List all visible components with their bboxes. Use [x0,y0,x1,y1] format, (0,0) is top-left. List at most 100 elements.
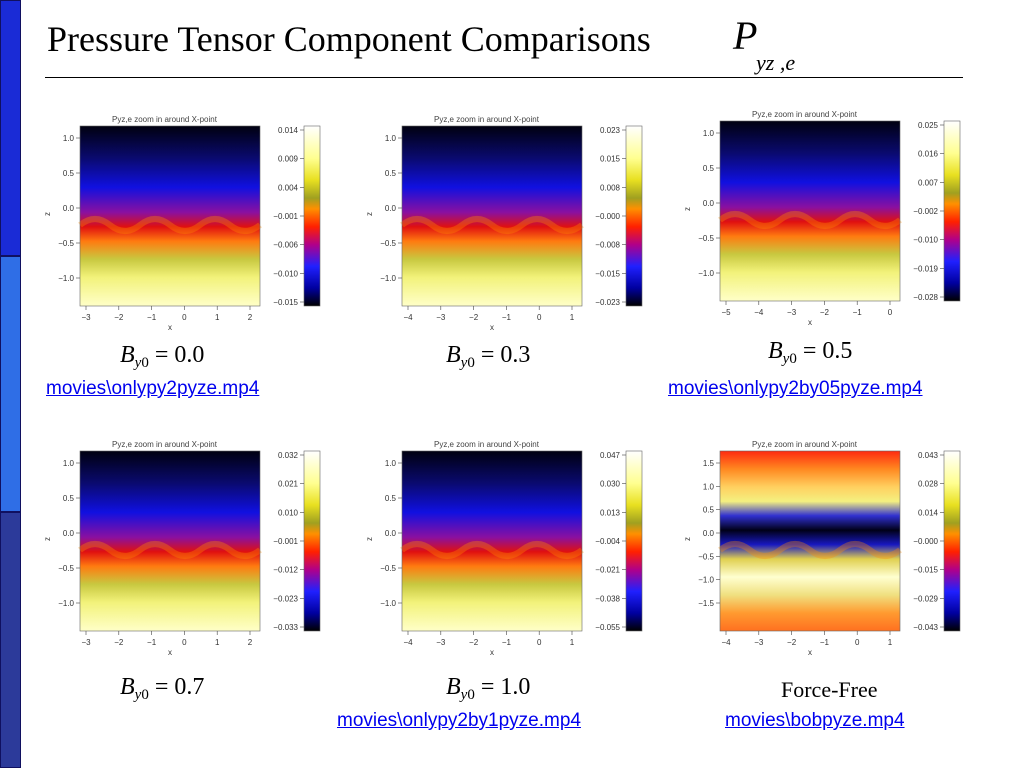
x-tick-label: −2 [114,313,124,322]
movie-link-5[interactable]: movies\onlypy2by1pyze.mp4 [337,710,581,731]
y-tick-label: 1.0 [385,134,397,143]
colorbar-tick-label: −0.023 [595,298,620,307]
pressure-heatmap [402,126,582,306]
x-axis-label: x [490,648,494,657]
x-tick-label: 2 [248,638,253,647]
pressure-heatmap [80,451,260,631]
y-tick-label: 0.0 [63,529,75,538]
plot-frame [719,450,901,632]
x-tick-label: 0 [182,313,187,322]
y-tick-label: 1.0 [703,482,715,491]
pressure-panel-3: Pyz,e zoom in around X-point 1.0 0.5 0.0 −0.… [683,110,961,327]
x-tick-label: 1 [215,638,220,647]
by0-equation-2: By0 = 0.3 [446,342,531,371]
colorbar-tick-label: −0.029 [913,594,938,603]
y-tick-label: 0.5 [703,506,715,515]
x-tick-label: −3 [787,308,797,317]
y-tick-label: −1.0 [380,599,396,608]
plot-title: Pyz,e zoom in around X-point [752,110,858,119]
pressure-panel-6: Pyz,e zoom in around X-point 1.5 1.0 0.5 0.0… [683,440,961,657]
y-axis-label: z [365,537,374,541]
pressure-panel-2: Pyz,e zoom in around X-point 1.0 0.5 0.0 −0.… [365,115,643,332]
heatmap-texture [718,541,902,559]
colorbar-tick-label: 0.016 [918,150,939,159]
colorbar-tick-label: −0.015 [913,566,938,575]
colorbar-tick-label: −0.008 [595,241,620,250]
y-tick-label: 1.0 [63,459,75,468]
x-tick-label: −2 [787,638,797,647]
colorbar-tick-label: 0.028 [918,480,939,489]
colorbar-tick-label: 0.025 [918,121,939,130]
by0-value-3: 0.5 [822,338,853,364]
y-tick-label: 0.0 [703,199,715,208]
colorbar-tick-label: 0.007 [918,178,939,187]
plot-title: Pyz,e zoom in around X-point [112,440,218,449]
x-tick-label: −5 [721,308,731,317]
colorbar-tick-label: −0.043 [913,623,938,632]
colorbar-tick-label: −0.000 [913,537,938,546]
colorbar-tick-label: 0.015 [600,155,621,164]
colorbar-tick-label: −0.010 [913,236,938,245]
x-tick-label: −2 [469,638,479,647]
pressure-panel-1: Pyz,e zoom in around X-point 1.0 0.5 0.0 −0.… [43,115,321,332]
x-tick-label: −2 [114,638,124,647]
plot-frame [79,450,261,632]
colorbar-tick-label: 0.021 [278,480,299,489]
colorbar [625,450,643,632]
x-tick-label: 1 [888,638,893,647]
y-tick-label: −1.0 [380,274,396,283]
y-tick-label: 0.0 [63,204,75,213]
x-tick-label: 2 [248,313,253,322]
y-tick-label: 0.0 [385,529,397,538]
y-tick-label: −0.5 [698,234,714,243]
y-tick-label: −0.5 [698,552,714,561]
colorbar-tick-label: −0.006 [273,241,298,250]
by0-equation-4: By0 = 0.7 [120,674,205,703]
colorbar-tick-label: −0.038 [595,594,620,603]
sidebar-segment-top [0,0,21,256]
colorbar [303,125,321,307]
x-tick-label: −3 [81,638,91,647]
heatmap-texture [400,541,584,559]
by0-equation-3: By0 = 0.5 [768,338,853,367]
colorbar-tick-label: −0.033 [273,623,298,632]
y-tick-label: −1.5 [698,599,714,608]
x-axis-label: x [808,318,812,327]
by0-value-2: 0.3 [500,342,531,368]
heatmap-texture [400,216,584,234]
x-tick-label: −1 [147,638,157,647]
y-tick-label: 0.5 [63,494,75,503]
colorbar-tick-label: −0.023 [273,594,298,603]
movie-link-1[interactable]: movies\onlypy2pyze.mp4 [46,378,260,399]
heatmap-texture [78,541,262,559]
heatmap-texture [718,211,902,229]
x-tick-label: −3 [81,313,91,322]
movie-link-3[interactable]: movies\onlypy2by05pyze.mp4 [668,378,923,399]
y-tick-label: 0.0 [385,204,397,213]
x-tick-label: −2 [469,313,479,322]
x-tick-label: −1 [147,313,157,322]
x-axis-label: x [168,648,172,657]
y-tick-label: −1.0 [58,274,74,283]
colorbar-tick-label: −0.002 [913,207,938,216]
slide-title: Pressure Tensor Component Comparisons [47,19,651,59]
x-axis-label: x [168,323,172,332]
by0-equation-1: By0 = 0.0 [120,342,205,371]
x-tick-label: 0 [888,308,893,317]
colorbar-tick-label: 0.030 [600,480,621,489]
x-tick-label: 0 [537,638,542,647]
colorbar [303,450,321,632]
pressure-panel-4: Pyz,e zoom in around X-point 1.0 0.5 0.0 −0.… [43,440,321,657]
colorbar-tick-label: −0.012 [273,566,298,575]
colorbar-tick-label: −0.001 [273,537,298,546]
movie-link-6[interactable]: movies\bobpyze.mp4 [725,710,905,731]
colorbar-tick-label: 0.032 [278,451,299,460]
colorbar-tick-label: −0.015 [273,298,298,307]
force-free-caption: Force-Free [781,677,878,702]
colorbar-tick-label: −0.010 [273,269,298,278]
title-symbol: P [733,13,758,58]
by0-value-5: 1.0 [500,674,531,700]
plot-title: Pyz,e zoom in around X-point [112,115,218,124]
colorbar-tick-label: 0.014 [918,508,939,517]
pressure-heatmap [720,451,900,631]
